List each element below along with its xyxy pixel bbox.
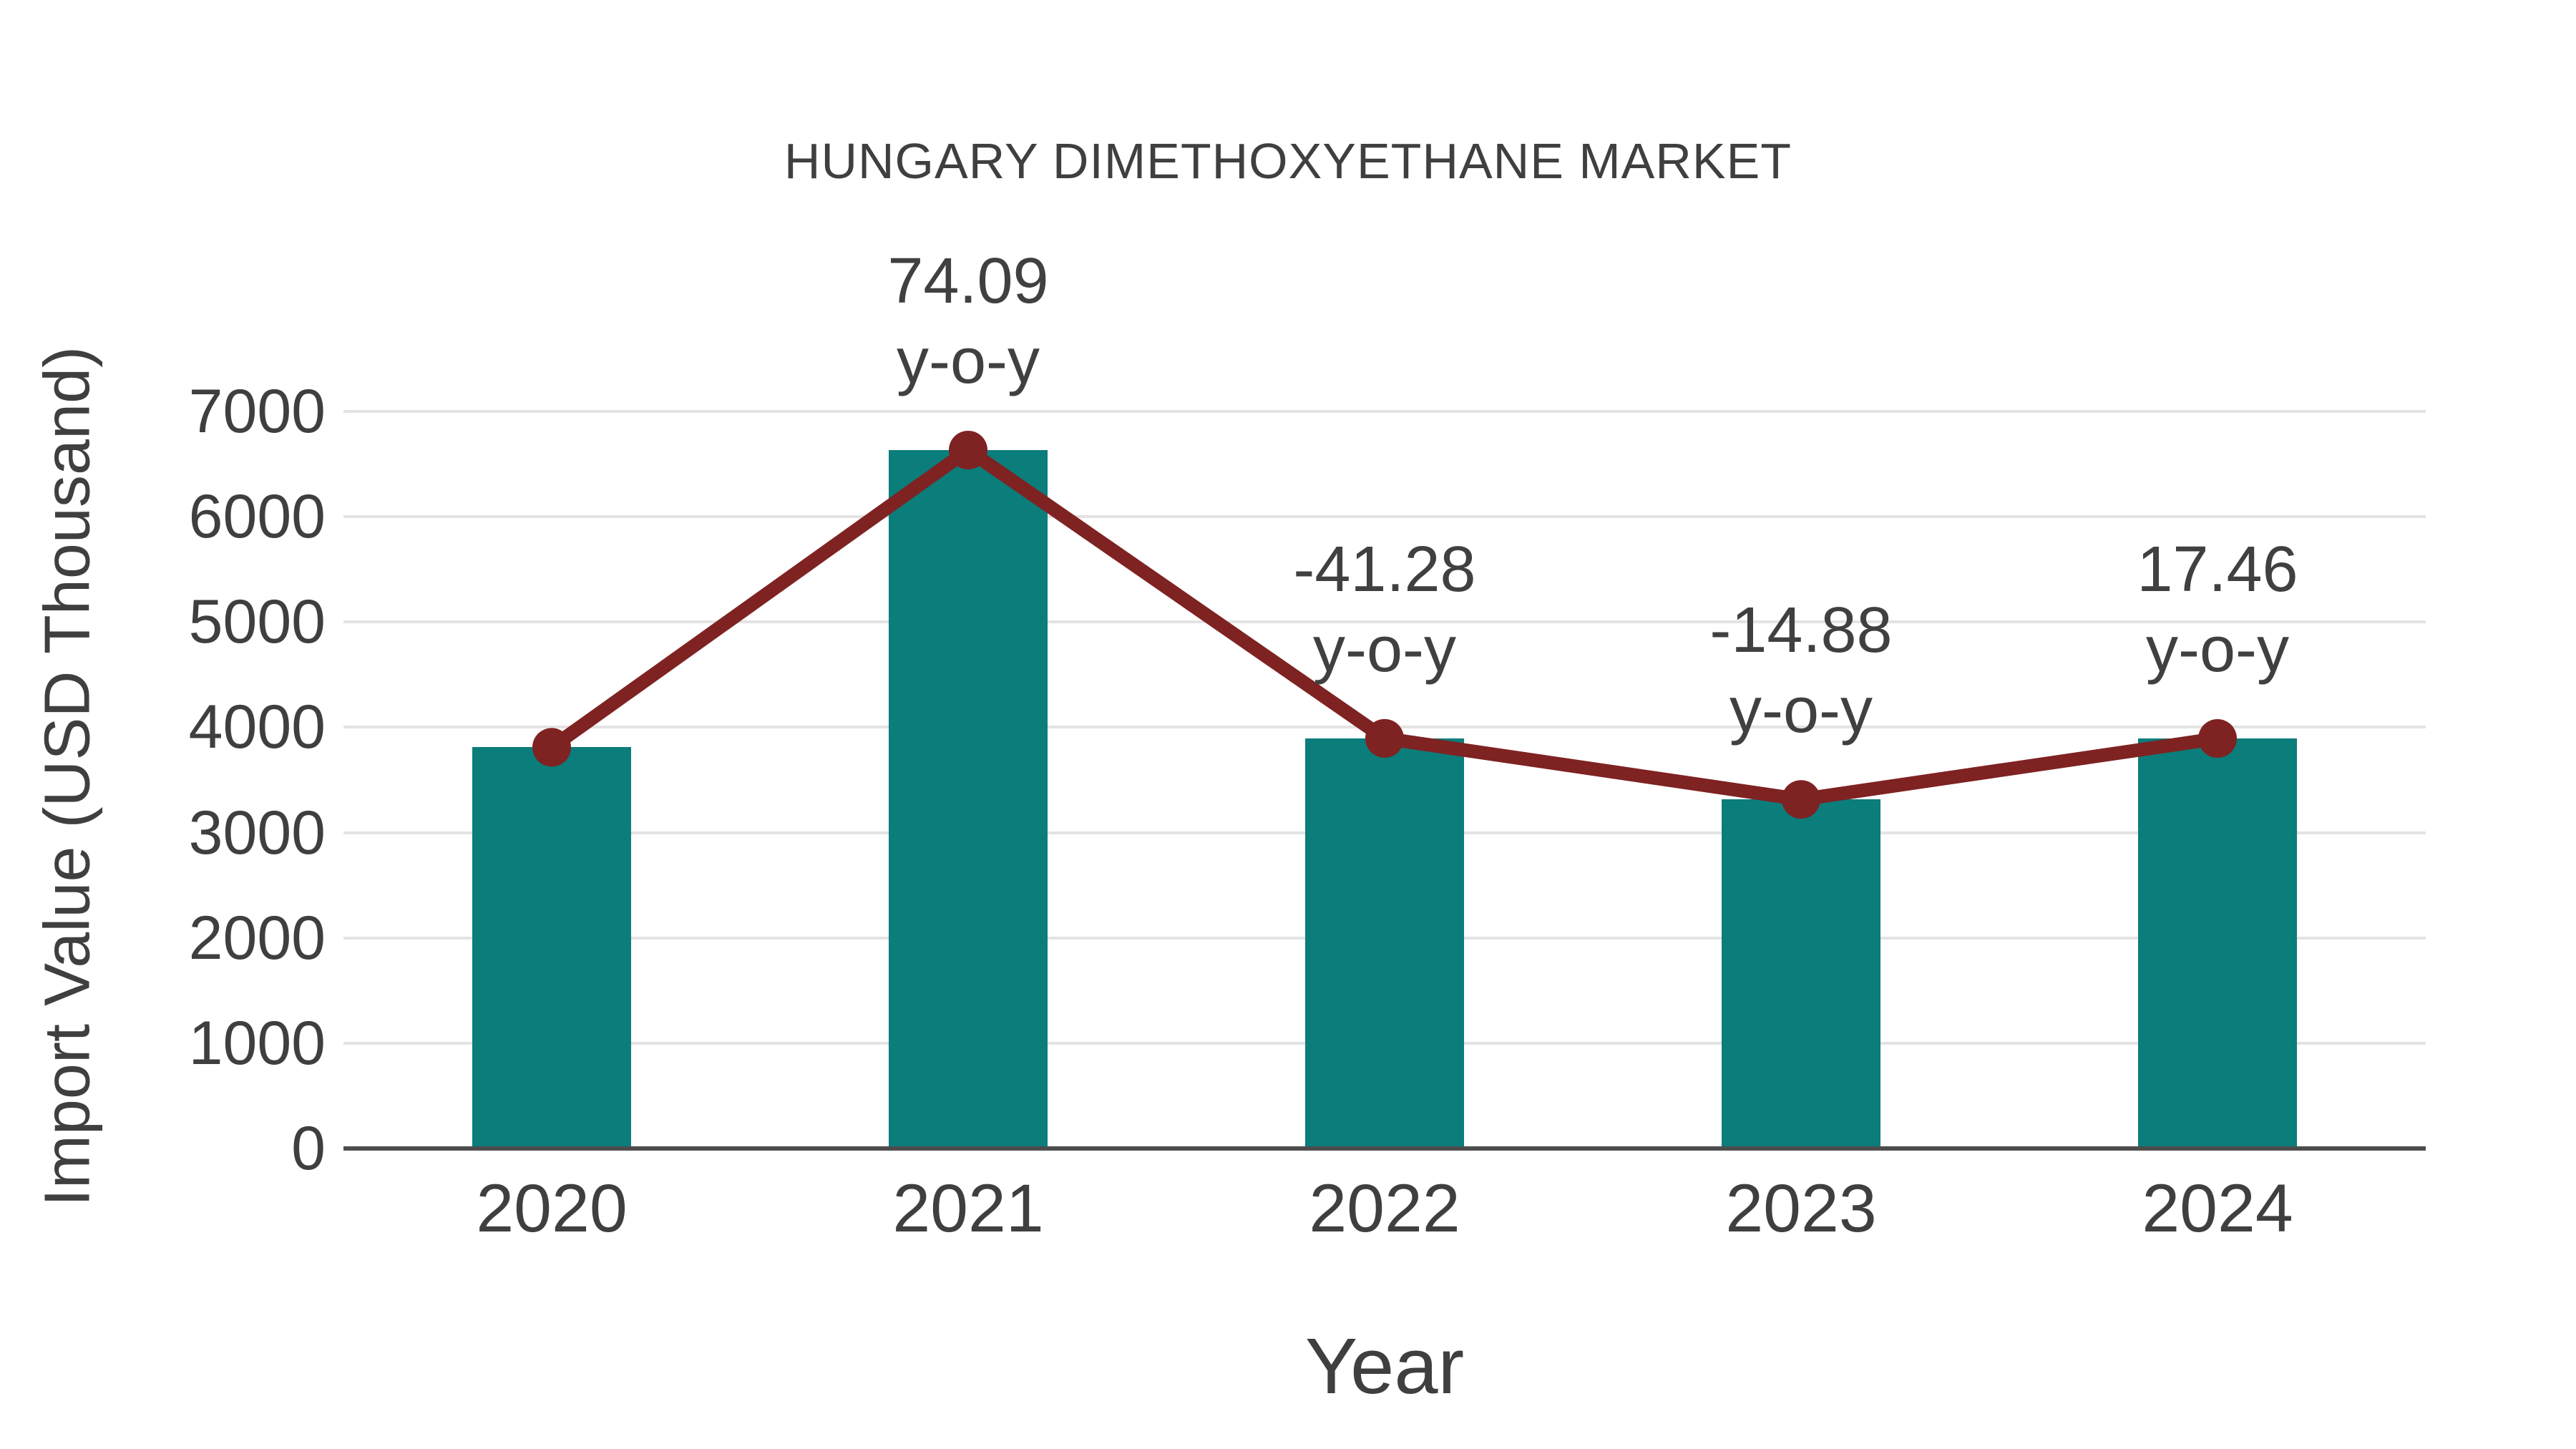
- bar-2023: [1722, 799, 1880, 1148]
- annotation-2021: 74.09 y-o-y: [739, 241, 1197, 401]
- annotation-2022: -41.28 y-o-y: [1156, 530, 1614, 690]
- gridline-4000: [343, 726, 2426, 729]
- annotation-suffix: y-o-y: [897, 326, 1040, 397]
- bar-2024: [2138, 738, 2297, 1148]
- y-tick-label-0: 0: [291, 1114, 326, 1183]
- annotation-2023: -14.88 y-o-y: [1572, 590, 2030, 751]
- y-tick-label-7000: 7000: [188, 377, 326, 446]
- x-axis-title: Year: [1304, 1322, 1465, 1410]
- gridline-6000: [343, 515, 2426, 519]
- annotation-value: 17.46: [2137, 534, 2298, 606]
- annotation-suffix: y-o-y: [1729, 675, 1873, 747]
- y-tick-label-1000: 1000: [188, 1008, 326, 1078]
- y-tick-label-2000: 2000: [188, 903, 326, 972]
- x-tick-label-2020: 2020: [476, 1171, 628, 1246]
- bar-2020: [472, 747, 631, 1148]
- bar-2021: [889, 450, 1048, 1148]
- annotation-suffix: y-o-y: [1313, 613, 1456, 686]
- y-tick-label-5000: 5000: [188, 587, 326, 657]
- y-tick-label-4000: 4000: [188, 693, 326, 762]
- x-axis-line: [343, 1146, 2426, 1151]
- chart-title: HUNGARY DIMETHOXYETHANE MARKET: [784, 133, 1792, 189]
- bar-2022: [1305, 738, 1464, 1148]
- annotation-value: 74.09: [887, 245, 1049, 317]
- annotation-value: -41.28: [1293, 533, 1476, 605]
- annotation-value: -14.88: [1709, 595, 1893, 667]
- annotation-suffix: y-o-y: [2146, 614, 2289, 686]
- x-tick-label-2022: 2022: [1309, 1171, 1460, 1246]
- y-tick-label-3000: 3000: [188, 798, 326, 867]
- y-tick-label-6000: 6000: [188, 482, 326, 552]
- annotation-2024: 17.46 y-o-y: [1989, 530, 2446, 690]
- x-tick-label-2023: 2023: [1725, 1171, 1877, 1246]
- x-tick-label-2024: 2024: [2142, 1171, 2293, 1246]
- gridline-7000: [343, 410, 2426, 413]
- x-tick-label-2021: 2021: [892, 1171, 1044, 1246]
